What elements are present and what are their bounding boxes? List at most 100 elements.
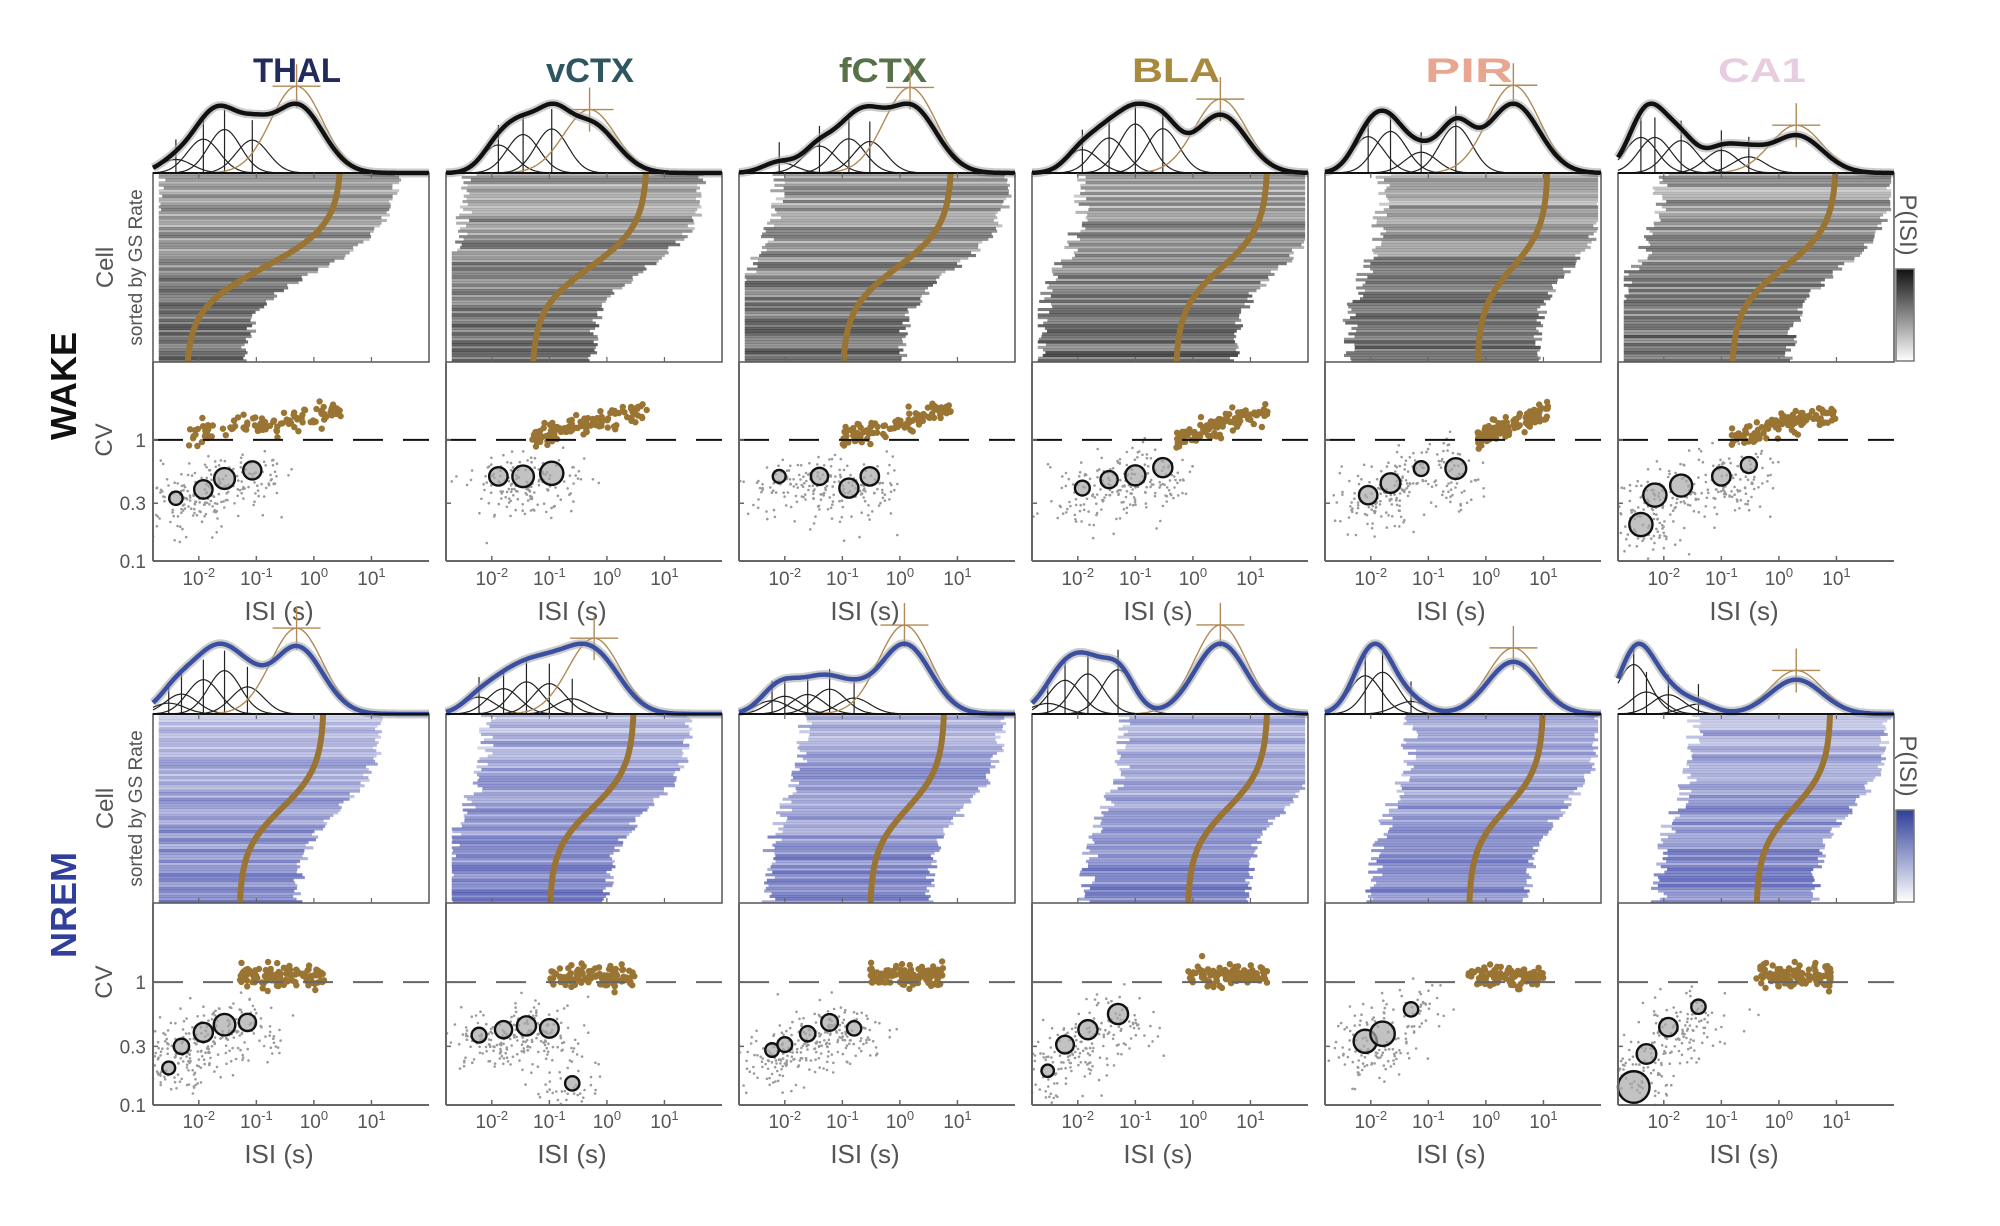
as-point — [238, 488, 242, 492]
heatmap-row — [783, 186, 1008, 190]
as-point — [831, 1071, 835, 1074]
as-point — [1406, 494, 1410, 498]
as-point — [487, 1032, 491, 1035]
as-point — [785, 1029, 788, 1033]
as-point — [1188, 470, 1192, 474]
as-point — [565, 1098, 568, 1102]
as-point — [1359, 1019, 1362, 1022]
heatmap-row — [453, 873, 611, 877]
as-point — [757, 479, 760, 483]
heatmap-row — [757, 259, 961, 263]
as-point — [223, 459, 227, 463]
heatmap-row — [1389, 200, 1599, 204]
as-point — [1635, 545, 1639, 548]
as-point — [1159, 484, 1162, 487]
as-point — [771, 489, 775, 493]
as-point — [840, 515, 844, 519]
as-point — [253, 1008, 257, 1011]
as-point — [582, 1024, 586, 1027]
as-point — [516, 1052, 519, 1056]
gs-point — [854, 420, 861, 428]
heatmap-row — [1403, 738, 1599, 742]
as-mode-circle — [1040, 1063, 1056, 1079]
heatmap-row — [1401, 786, 1578, 790]
gs-point — [264, 958, 272, 966]
hist-ci-band — [445, 99, 722, 178]
gs-point — [874, 423, 881, 430]
as-point — [1050, 1027, 1054, 1030]
isi-heatmap — [761, 714, 1007, 904]
cv-tick-label: 1 — [135, 431, 146, 452]
gs-point — [1523, 410, 1531, 417]
as-point — [484, 1045, 488, 1049]
heatmap-row — [765, 886, 927, 890]
heatmap-row — [1691, 754, 1882, 758]
heatmap-row — [791, 808, 961, 812]
heatmap-row — [796, 741, 997, 745]
as-point — [196, 1015, 199, 1018]
as-point — [491, 1025, 495, 1029]
heatmap-row — [455, 240, 676, 244]
as-point — [1706, 488, 1710, 492]
gs-point — [556, 965, 564, 972]
heatmap-row — [475, 805, 649, 809]
as-point — [1410, 1025, 1414, 1028]
heatmap-row — [1351, 326, 1537, 330]
as-point — [470, 1015, 474, 1018]
heatmap-row — [1700, 722, 1883, 726]
as-mode-circle — [161, 1060, 177, 1076]
as-point — [780, 1031, 784, 1034]
region-title-pir: PIR — [1425, 52, 1513, 90]
heatmap-row — [158, 235, 372, 239]
as-point — [163, 1078, 167, 1081]
as-point — [1398, 499, 1402, 502]
as-point — [1120, 501, 1123, 504]
heatmap-row — [1623, 299, 1805, 303]
as-point — [1353, 1087, 1357, 1091]
as-point — [574, 474, 577, 477]
gs-point — [529, 436, 536, 443]
as-point — [1069, 504, 1072, 508]
heatmap-row — [811, 722, 1007, 726]
as-point — [1646, 468, 1650, 471]
gs-point — [1234, 417, 1241, 424]
heatmap-row — [1666, 200, 1891, 204]
as-point — [531, 1014, 535, 1018]
heatmap-row — [1129, 716, 1306, 720]
as-point — [546, 1050, 550, 1054]
as-point — [786, 1054, 789, 1058]
heatmap-row — [158, 857, 308, 861]
as-point — [1671, 496, 1674, 500]
gs-point — [571, 981, 579, 989]
heatmap-row — [158, 308, 260, 312]
as-point — [1374, 505, 1378, 509]
heatmap-row — [1100, 822, 1273, 826]
heatmap-row — [471, 210, 696, 214]
as-point — [169, 520, 172, 524]
heatmap-row — [1403, 792, 1581, 796]
as-point — [1381, 1051, 1385, 1054]
as-point — [756, 1054, 759, 1057]
gs-point — [1522, 419, 1530, 427]
heatmap-row — [158, 321, 256, 325]
as-point — [537, 1092, 540, 1096]
as-point — [836, 1038, 840, 1042]
as-point — [471, 1061, 474, 1064]
gs-point — [1479, 431, 1486, 438]
as-point — [512, 1023, 516, 1027]
as-point — [1721, 488, 1725, 491]
as-point — [1387, 461, 1390, 465]
x-tick-label: 101 — [943, 565, 971, 590]
as-point — [1626, 533, 1630, 536]
heatmap-row — [784, 191, 1009, 195]
heatmap-row — [772, 843, 939, 847]
gs-point — [561, 424, 569, 432]
heatmap-row — [451, 889, 603, 893]
heatmap-row — [1086, 843, 1252, 847]
heatmap-row — [158, 275, 302, 279]
as-point — [1074, 1050, 1077, 1054]
heatmap-row — [158, 332, 251, 336]
gs-point — [1216, 964, 1223, 971]
as-point — [876, 487, 879, 491]
